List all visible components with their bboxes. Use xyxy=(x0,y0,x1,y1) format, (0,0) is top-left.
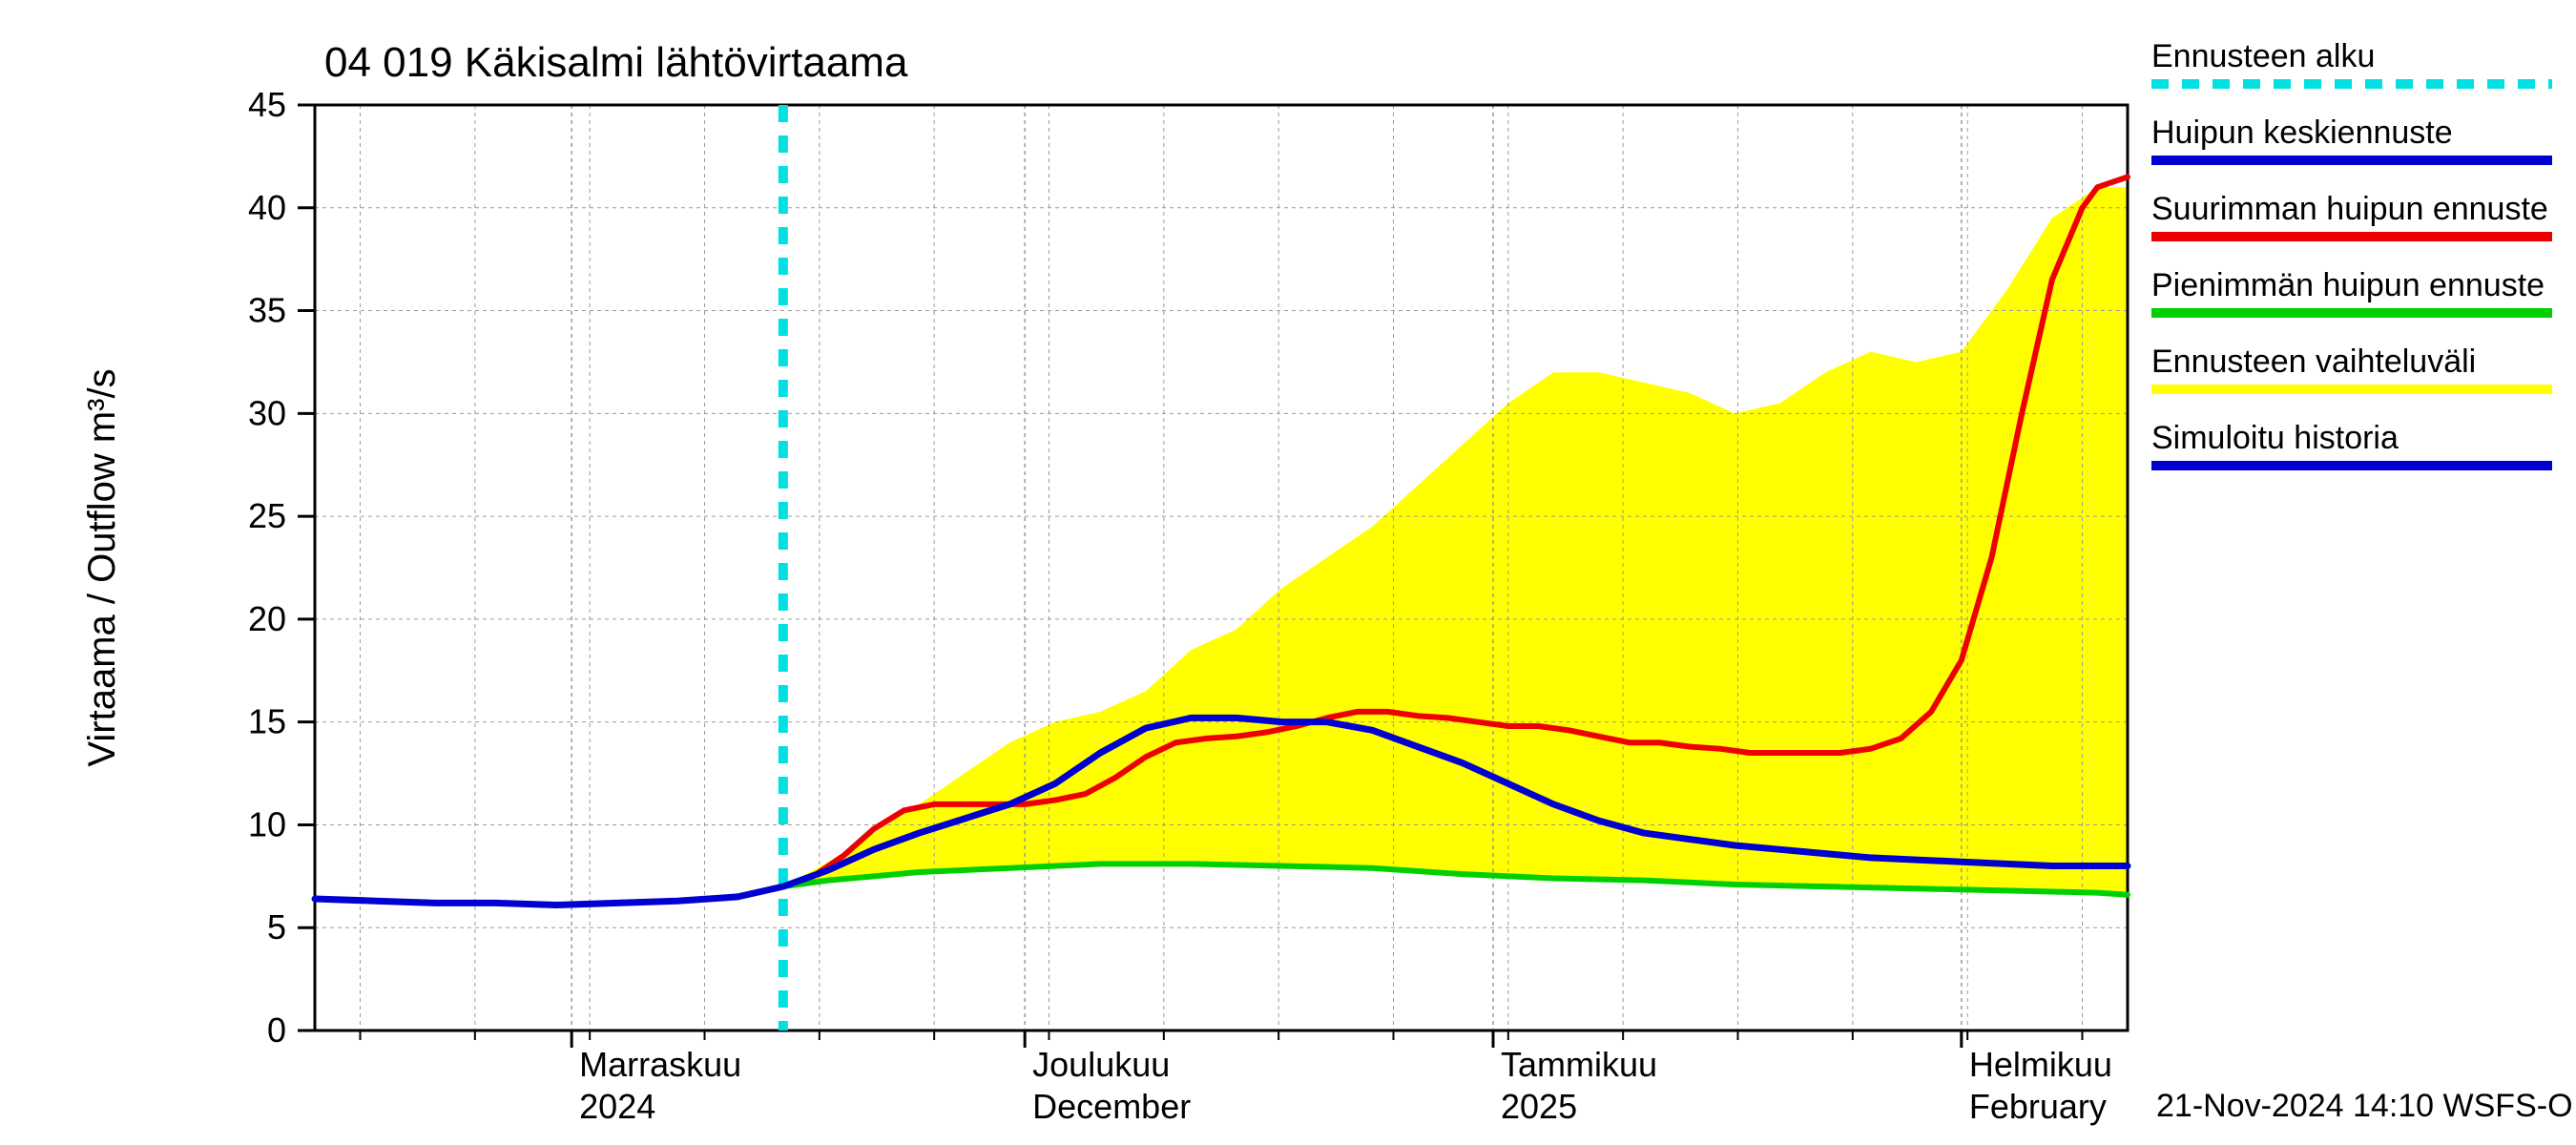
y-tick-label: 20 xyxy=(248,599,286,638)
y-tick-label: 35 xyxy=(248,291,286,330)
x-month-label-bottom: 2025 xyxy=(1501,1087,1577,1126)
chart-container: 051015202530354045Marraskuu2024JoulukuuD… xyxy=(0,0,2576,1145)
legend-label: Simuloitu historia xyxy=(2151,420,2399,456)
x-month-label-bottom: December xyxy=(1032,1087,1191,1126)
y-tick-label: 15 xyxy=(248,702,286,741)
chart-title: 04 019 Käkisalmi lähtövirtaama xyxy=(324,39,908,86)
x-month-label-top: Tammikuu xyxy=(1501,1045,1657,1084)
legend-label: Ennusteen alku xyxy=(2151,38,2375,74)
flow-forecast-chart: 051015202530354045Marraskuu2024JoulukuuD… xyxy=(0,0,2576,1145)
x-month-label-top: Helmikuu xyxy=(1969,1045,2112,1084)
y-axis-title: Virtaama / Outflow m³/s xyxy=(81,368,123,766)
y-tick-label: 0 xyxy=(267,1010,286,1050)
x-month-label-bottom: 2024 xyxy=(579,1087,655,1126)
y-tick-label: 30 xyxy=(248,393,286,432)
x-month-label-top: Joulukuu xyxy=(1032,1045,1170,1084)
y-tick-label: 40 xyxy=(248,188,286,227)
legend-label: Ennusteen vaihteluväli xyxy=(2151,344,2476,380)
y-tick-label: 10 xyxy=(248,804,286,843)
timestamp-footer: 21-Nov-2024 14:10 WSFS-O xyxy=(2156,1088,2573,1124)
y-tick-label: 25 xyxy=(248,496,286,535)
y-tick-label: 5 xyxy=(267,907,286,947)
x-month-label-top: Marraskuu xyxy=(579,1045,741,1084)
legend-label: Suurimman huipun ennuste xyxy=(2151,191,2548,227)
y-tick-label: 45 xyxy=(248,85,286,124)
legend-label: Huipun keskiennuste xyxy=(2151,114,2453,151)
x-month-label-bottom: February xyxy=(1969,1087,2107,1126)
legend-label: Pienimmän huipun ennuste xyxy=(2151,267,2545,303)
